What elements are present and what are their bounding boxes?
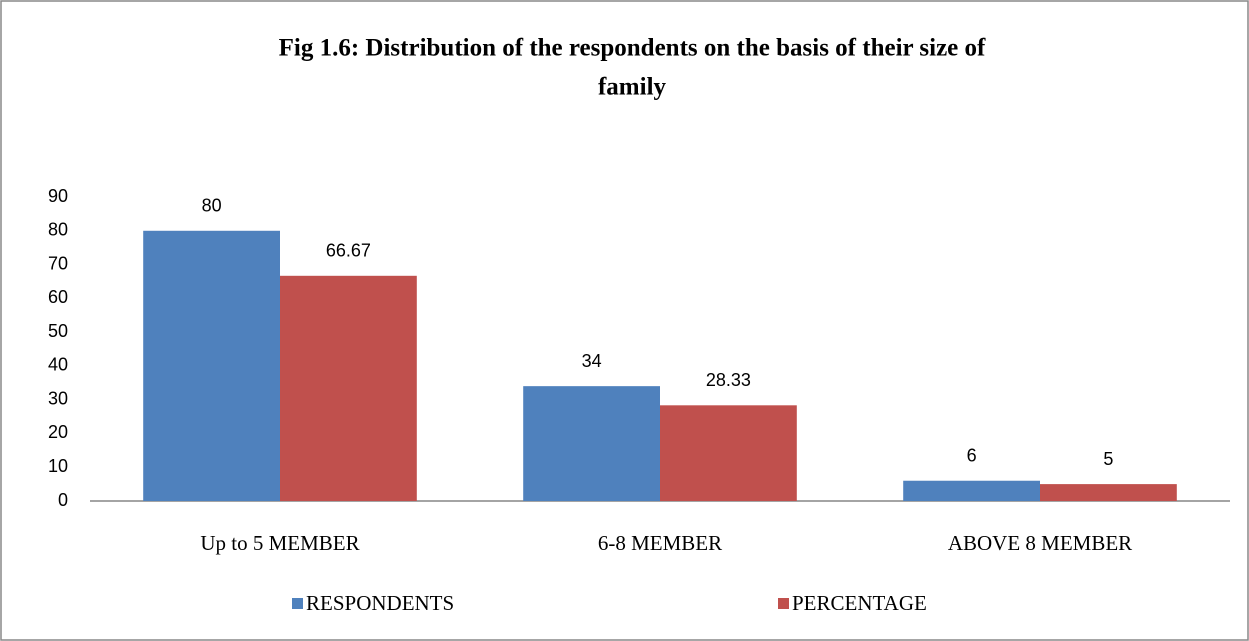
y-tick-label: 30: [48, 388, 68, 408]
bar: [280, 275, 417, 501]
bar: [523, 386, 660, 501]
data-label: 66.67: [326, 241, 371, 261]
data-label: 80: [202, 196, 222, 216]
legend-label: RESPONDENTS: [306, 591, 454, 615]
bar: [903, 480, 1040, 501]
y-tick-label: 70: [48, 253, 68, 273]
y-tick-label: 50: [48, 321, 68, 341]
y-tick-label: 60: [48, 287, 68, 307]
bar: [143, 230, 280, 501]
x-tick-label: ABOVE 8 MEMBER: [948, 531, 1132, 555]
bar: [660, 405, 797, 501]
y-tick-label: 0: [58, 490, 68, 510]
bar: [1040, 484, 1177, 501]
data-label: 34: [582, 351, 602, 371]
data-label: 28.33: [706, 370, 751, 390]
chart-title: family: [598, 74, 667, 101]
y-tick-label: 20: [48, 422, 68, 442]
x-tick-label: 6-8 MEMBER: [598, 531, 722, 555]
data-label: 6: [967, 445, 977, 465]
x-tick-label: Up to 5 MEMBER: [200, 531, 359, 555]
y-tick-label: 40: [48, 355, 68, 375]
legend-swatch: [778, 598, 789, 609]
y-tick-label: 10: [48, 456, 68, 476]
legend-label: PERCENTAGE: [792, 591, 927, 615]
chart-title: Fig 1.6: Distribution of the respondents…: [279, 35, 986, 62]
y-tick-label: 80: [48, 220, 68, 240]
y-tick-label: 90: [48, 186, 68, 206]
data-label: 5: [1103, 449, 1113, 469]
legend-swatch: [292, 598, 303, 609]
